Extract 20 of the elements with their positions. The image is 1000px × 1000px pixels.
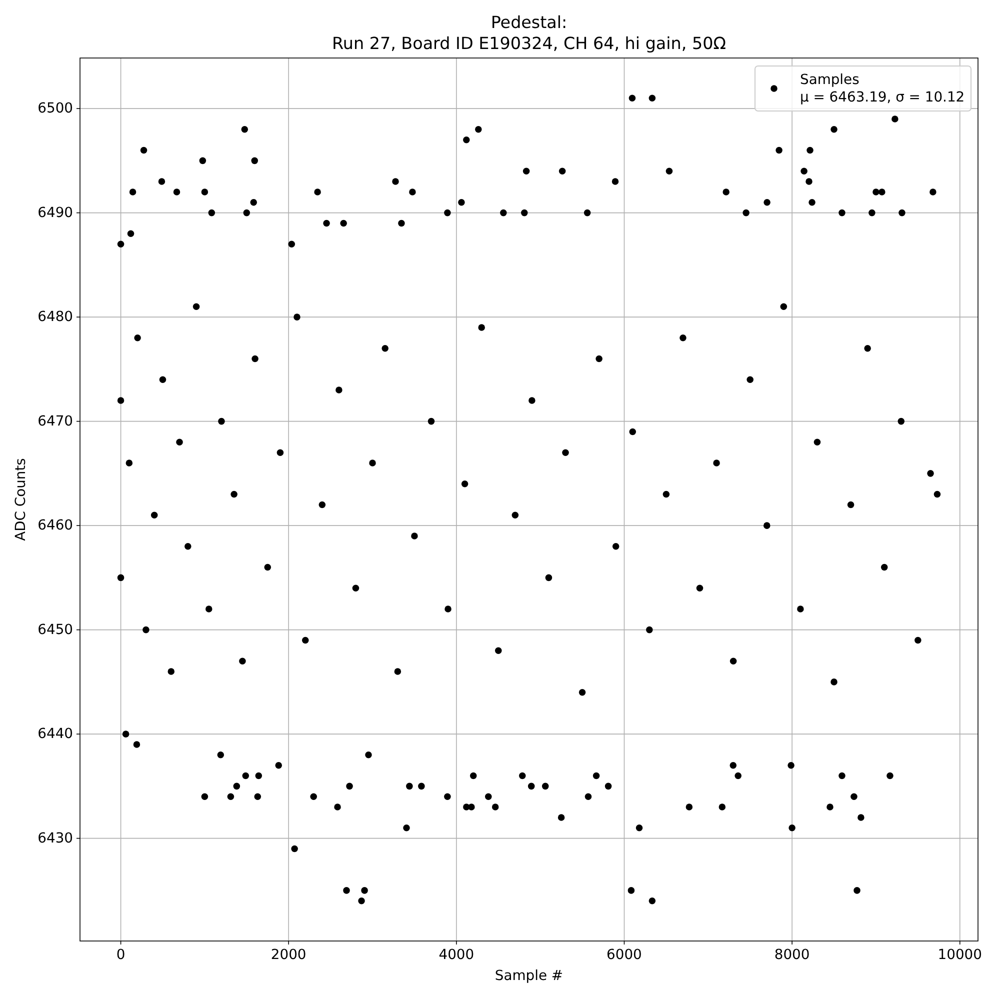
x-tick-label: 10000 [938, 947, 982, 963]
x-tick-label: 4000 [438, 947, 474, 963]
y-axis-title: ADC Counts [13, 458, 29, 541]
y-tick-label: 6500 [38, 100, 73, 117]
y-tick-label: 6490 [38, 204, 73, 221]
y-tick-label: 6480 [38, 309, 73, 326]
x-axis-title: Sample # [494, 968, 564, 984]
x-tick-label: 0 [116, 947, 126, 963]
annotation: μ = 6463.19, σ = 10.12 [800, 90, 965, 106]
y-tick-label: 6430 [38, 830, 73, 846]
y-tick-label: 6440 [38, 726, 73, 742]
x-tick-label: 2000 [270, 947, 306, 963]
x-tick-label: 8000 [774, 947, 810, 963]
x-tick-label: 6000 [606, 947, 642, 963]
chart-title: Pedestal: [490, 12, 568, 32]
chart-subtitle: Run 27, Board ID E190324, CH 64, hi gain, 50Ω [332, 33, 726, 53]
y-tick-label: 6450 [38, 622, 73, 638]
y-tick-label: 6460 [38, 518, 73, 534]
legend-label: Samples [800, 72, 860, 88]
y-tick-label: 6470 [38, 413, 73, 430]
